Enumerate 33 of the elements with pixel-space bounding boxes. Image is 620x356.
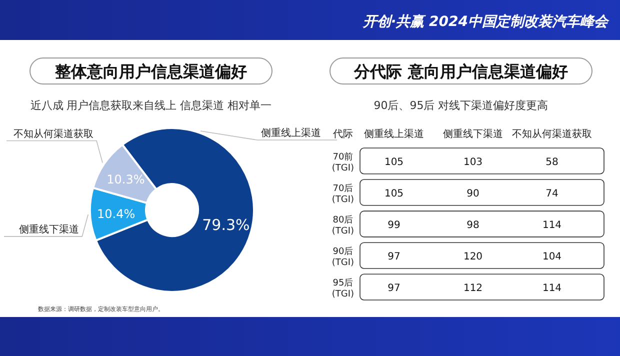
y-tick-label: 80后 (TGI) [332,214,354,236]
data-label: 97 [388,283,400,294]
data-label: 114 [542,220,562,231]
data-label: 104 [542,252,562,263]
data-label: 10.3% [106,172,145,187]
data-label: 105 [384,156,404,168]
data-label: 114 [542,283,562,294]
slice-label: 侧重线下渠道 [19,223,80,236]
data-label: 98 [466,220,480,231]
y-tick-label: 70前 (TGI) [332,151,354,174]
text: 开创·共赢 2024中国定制改装汽车峰会 [362,13,610,30]
chart-title: 整体意向用户信息渠道偏好 [54,62,247,81]
data-label: 90 [466,188,480,200]
data-label: 120 [463,252,483,263]
x-tick-label: 侧重线下渠道 [443,128,503,140]
data-label: 74 [546,188,558,200]
chart-subtitle: 近八成 用户信息获取来自线上 信息渠道 相对单一 [30,99,272,112]
y-tick-label: 70后 (TGI) [332,182,354,205]
data-label: 58 [546,156,558,168]
chart-subtitle: 90后、95后 对线下渠道偏好度更高 [374,99,548,112]
y-tick-label: 95后 (TGI) [332,278,354,300]
x-tick-label: 不知从何渠道获取 [512,128,592,140]
data-label: 103 [463,156,483,168]
data-label: 105 [384,188,404,200]
data-label: 79.3% [202,216,250,234]
x-tick-label: 侧重线上渠道 [364,128,424,140]
y-axis-title: 代际 [332,129,353,140]
chart-title: 分代际 意向用户信息渠道偏好 [353,62,568,81]
data-label: 99 [388,220,400,231]
y-tick-label: 90后 (TGI) [332,246,354,268]
data-label: 112 [463,283,483,294]
data-label: 10.4% [97,206,136,221]
data-label: 97 [388,252,400,263]
